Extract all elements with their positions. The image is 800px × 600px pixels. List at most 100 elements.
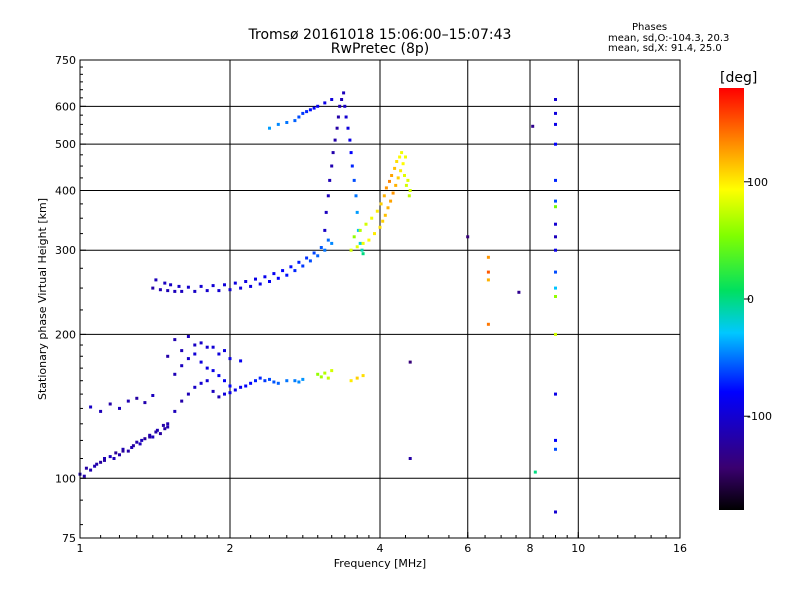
data-point <box>378 225 382 229</box>
data-point <box>323 248 327 252</box>
data-point <box>554 142 557 146</box>
data-point <box>346 126 350 130</box>
data-point <box>323 101 327 105</box>
colorbar <box>719 88 744 510</box>
data-point <box>390 174 394 177</box>
phases-stats-o-mode: mean, sd,O:-104.3, 20.3 <box>608 33 730 44</box>
data-point <box>268 126 271 130</box>
data-point <box>211 345 215 349</box>
data-point <box>199 381 203 385</box>
data-point <box>99 409 103 413</box>
data-point <box>151 394 155 397</box>
data-point <box>223 392 226 396</box>
data-point <box>379 202 383 206</box>
y-tick-label: 300 <box>55 244 76 257</box>
data-point <box>408 457 412 460</box>
x-tick-label: 10 <box>571 542 585 555</box>
colorbar-ticks: 100 0 -100 <box>744 176 772 423</box>
data-point <box>285 121 289 124</box>
data-point <box>343 104 347 108</box>
data-point <box>254 277 257 281</box>
grid-lines <box>80 60 680 538</box>
data-point <box>316 254 320 258</box>
data-point <box>367 238 371 242</box>
data-points <box>78 91 557 514</box>
data-point <box>205 379 209 383</box>
data-point <box>348 138 352 142</box>
chart-title-line1: Tromsø 20161018 15:06:00–15:07:43 <box>248 27 512 43</box>
data-point <box>554 286 557 290</box>
data-point <box>103 457 106 460</box>
data-point <box>186 285 190 289</box>
data-point <box>130 446 134 449</box>
data-point <box>486 270 490 274</box>
data-point <box>361 252 365 256</box>
x-axis-ticks: 1 2 4 6 8 10 16 <box>77 532 687 555</box>
data-point <box>331 151 335 155</box>
data-point <box>355 376 359 380</box>
data-point <box>375 209 379 213</box>
data-point <box>108 455 112 459</box>
y-tick-label: 200 <box>55 328 76 341</box>
data-point <box>228 391 232 395</box>
data-point <box>126 449 130 453</box>
data-point <box>293 119 297 123</box>
data-point <box>349 248 353 252</box>
data-point <box>301 264 305 268</box>
data-point <box>155 428 159 432</box>
data-point <box>211 369 215 373</box>
data-point <box>143 437 147 441</box>
data-point <box>148 433 152 437</box>
data-point <box>126 399 130 403</box>
y-axis-label: Stationary phase Virtual Height [km] <box>36 198 49 400</box>
y-tick-label: 600 <box>55 100 76 113</box>
data-point <box>340 98 344 101</box>
data-point <box>297 380 301 384</box>
data-point <box>205 289 209 293</box>
data-point <box>186 335 190 338</box>
data-point <box>395 160 399 163</box>
data-point <box>166 422 170 426</box>
data-point <box>233 281 237 285</box>
data-point <box>95 462 99 466</box>
data-point <box>335 126 339 130</box>
data-point <box>239 359 243 363</box>
data-point <box>403 174 406 177</box>
data-point <box>338 104 342 108</box>
data-point <box>180 349 184 353</box>
data-point <box>308 108 312 112</box>
data-point <box>114 451 118 455</box>
data-point <box>268 280 271 283</box>
data-point <box>121 447 125 451</box>
data-point <box>384 186 388 190</box>
data-point <box>93 464 97 468</box>
data-point <box>330 164 334 168</box>
data-point <box>354 194 358 198</box>
data-point <box>356 228 360 232</box>
data-point <box>180 399 184 403</box>
data-point <box>89 468 93 472</box>
data-point <box>223 349 226 353</box>
data-point <box>330 369 334 373</box>
data-point <box>211 389 215 393</box>
data-point <box>163 281 167 285</box>
data-point <box>486 322 490 326</box>
data-point <box>205 366 209 370</box>
data-point <box>233 388 237 392</box>
data-point <box>217 289 221 293</box>
data-point <box>193 385 197 389</box>
data-point <box>349 379 353 383</box>
data-point <box>466 235 470 239</box>
data-point <box>258 282 262 286</box>
data-point <box>554 438 557 442</box>
data-point <box>333 138 337 142</box>
data-point <box>239 385 243 389</box>
data-point <box>301 377 305 381</box>
data-point <box>293 269 297 273</box>
data-point <box>193 289 197 293</box>
data-point <box>554 248 557 252</box>
data-point <box>276 381 280 385</box>
data-point <box>308 259 312 263</box>
data-point <box>186 357 190 361</box>
x-tick-label: 4 <box>377 542 384 555</box>
